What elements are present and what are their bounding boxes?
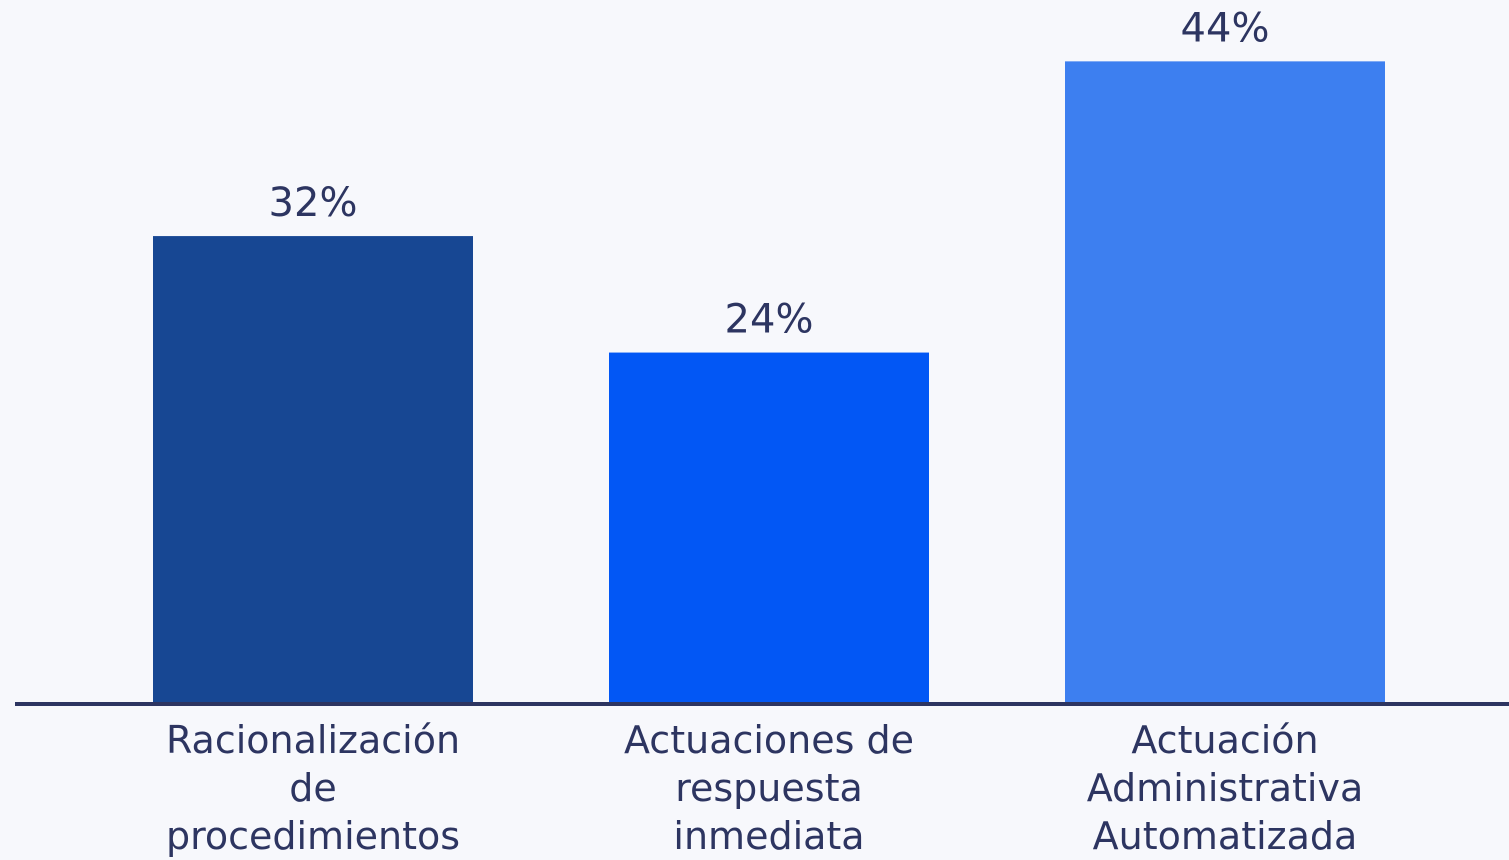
value-label: 32% — [269, 180, 358, 226]
value-label: 24% — [725, 297, 814, 343]
bar — [609, 352, 929, 702]
x-tick-label: Actuación Administrativa Automatizada — [1086, 718, 1364, 858]
value-label: 44% — [1181, 5, 1270, 51]
bar — [1065, 61, 1385, 703]
x-tick-label: Actuaciones de respuesta inmediata — [623, 718, 915, 858]
x-tick-label: Racionalización de procedimientos — [165, 718, 461, 858]
bar — [153, 236, 473, 702]
